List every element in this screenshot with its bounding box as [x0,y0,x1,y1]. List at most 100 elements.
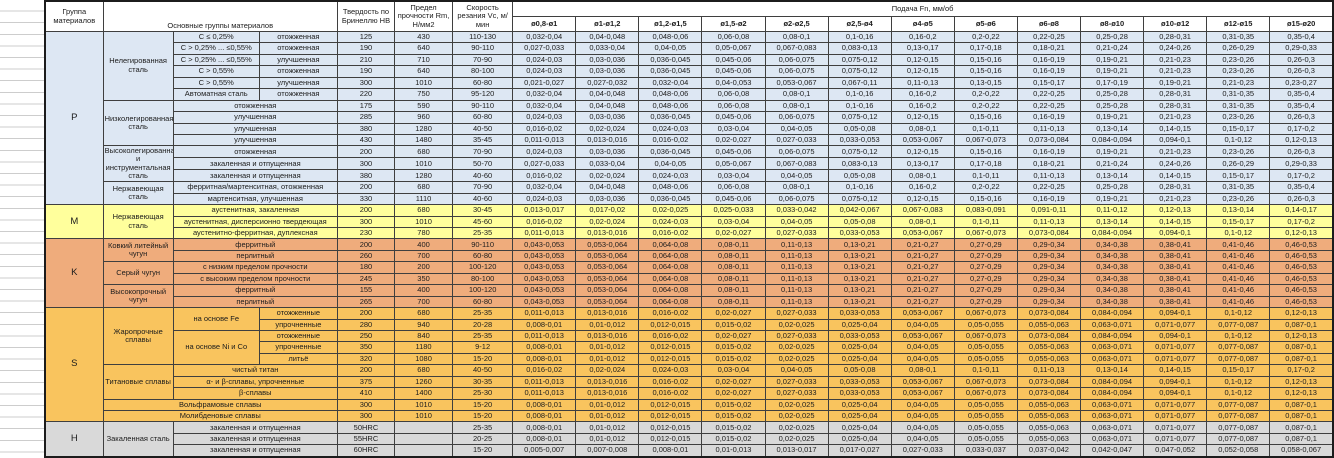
feed-cell[interactable]: 0,23-0,27 [1269,76,1334,90]
strength-cell[interactable] [393,421,454,434]
feed-cell[interactable]: 0,01-0,012 [575,398,640,412]
strength-cell[interactable]: 680 [393,364,454,377]
feed-cell[interactable]: 0,11-0,13 [764,272,829,286]
group-letter-cell[interactable]: K [44,238,104,309]
speed-cell[interactable]: 9-12 [452,341,514,354]
feed-cell[interactable]: 0,12-0,13 [1269,329,1334,343]
material-cell[interactable]: закаленная и отпущенная [172,157,338,171]
feed-cell[interactable]: 0,11-0,13 [1016,122,1082,135]
feed-cell[interactable]: 0,19-0,21 [1079,111,1145,124]
speed-cell[interactable]: 80-100 [452,65,514,78]
feed-cell[interactable]: 0,033-0,037 [953,444,1018,458]
feed-cell[interactable]: 0,032-0,04 [512,181,577,194]
strength-cell[interactable]: 590 [393,99,454,113]
material-cell[interactable]: упрочненные [258,341,338,354]
feed-cell[interactable]: 0,1-0,12 [1206,387,1271,400]
feed-cell[interactable]: 0,017-0,02 [575,204,640,217]
feed-cell[interactable]: 0,05-0,08 [827,122,892,135]
feed-cell[interactable]: 0,08-0,1 [890,215,955,229]
feed-cell[interactable]: 0,02-0,027 [701,387,766,400]
feed-cell[interactable]: 0,024-0,03 [512,145,577,159]
feed-cell[interactable]: 0,46-0,53 [1269,295,1334,309]
feed-cell[interactable]: 0,05-0,08 [827,169,892,183]
feed-cell[interactable]: 0,075-0,12 [827,111,892,124]
feed-cell[interactable]: 0,38-0,41 [1143,261,1208,274]
feed-cell[interactable]: 0,067-0,083 [764,157,829,171]
feed-cell[interactable]: 0,06-0,075 [764,65,829,78]
feed-cell[interactable]: 0,23-0,26 [1206,53,1271,67]
feed-cell[interactable]: 0,033-0,053 [827,227,892,240]
feed-cell[interactable]: 0,077-0,087 [1206,398,1271,412]
feed-cell[interactable]: 0,01-0,012 [575,341,640,354]
feed-cell[interactable]: 0,04-0,05 [890,421,955,434]
material-cell[interactable]: на основе Fe [172,307,260,331]
feed-cell[interactable]: 0,055-0,063 [1016,352,1082,366]
material-cell[interactable]: Нержавеющая сталь [102,204,174,240]
feed-cell[interactable]: 0,011-0,013 [512,133,577,147]
material-cell[interactable]: отожженная [172,99,338,113]
feed-cell[interactable]: 0,008-0,01 [512,398,577,412]
material-cell[interactable]: улучшенная [258,76,338,90]
feed-cell[interactable]: 0,073-0,084 [1016,133,1082,147]
feed-cell[interactable]: 0,21-0,23 [1143,145,1208,159]
feed-cell[interactable]: 0,043-0,053 [512,261,577,274]
feed-cell[interactable]: 0,01-0,012 [575,352,640,366]
feed-cell[interactable]: 0,094-0,1 [1143,307,1208,320]
feed-cell[interactable]: 0,053-0,067 [764,76,829,90]
feed-cell[interactable]: 0,21-0,23 [1206,76,1271,90]
feed-cell[interactable]: 0,012-0,015 [638,421,703,434]
feed-cell[interactable]: 0,08-0,1 [764,30,829,44]
feed-cell[interactable]: 0,21-0,24 [1079,157,1145,171]
strength-cell[interactable]: 750 [393,88,454,101]
feed-column-header[interactable]: ø15-ø20 [1269,16,1334,32]
feed-cell[interactable]: 0,06-0,075 [764,53,829,67]
strength-cell[interactable]: 780 [393,227,454,240]
feed-cell[interactable]: 0,21-0,27 [890,295,955,309]
feed-cell[interactable]: 0,064-0,08 [638,272,703,286]
material-cell[interactable]: улучшенная [258,53,338,67]
material-cell[interactable]: литьё [258,352,338,366]
feed-cell[interactable]: 0,29-0,34 [1016,249,1082,263]
feed-cell[interactable]: 0,08-0,11 [701,261,766,274]
feed-cell[interactable]: 0,27-0,29 [953,295,1018,309]
feed-cell[interactable]: 0,41-0,46 [1206,249,1271,263]
strength-cell[interactable]: 1280 [393,169,454,183]
feed-cell[interactable]: 0,46-0,53 [1269,272,1334,286]
feed-column-header[interactable]: ø12-ø15 [1206,16,1271,32]
material-cell[interactable]: β-сплавы [172,387,338,400]
feed-cell[interactable]: 0,31-0,35 [1206,88,1271,101]
feed-cell[interactable]: 0,053-0,064 [575,295,640,309]
feed-cell[interactable]: 0,27-0,29 [953,238,1018,251]
strength-cell[interactable]: 640 [393,65,454,78]
header-main-material-groups[interactable]: Основные группы материалов [102,0,338,32]
feed-cell[interactable]: 0,013-0,016 [575,227,640,240]
hardness-cell[interactable]: 300 [336,410,396,423]
feed-cell[interactable]: 0,075-0,12 [827,145,892,159]
strength-cell[interactable]: 350 [393,272,454,286]
material-cell[interactable]: отожженная [258,42,338,55]
feed-cell[interactable]: 0,071-0,077 [1143,410,1208,423]
feed-cell[interactable]: 0,007-0,008 [575,444,640,458]
feed-cell[interactable]: 0,012-0,015 [638,341,703,354]
material-cell[interactable]: Вольфрамовые сплавы [102,398,338,412]
feed-cell[interactable]: 0,22-0,25 [1016,88,1082,101]
feed-column-header[interactable]: ø0,8-ø1 [512,16,577,32]
feed-cell[interactable]: 0,008-0,01 [512,410,577,423]
feed-cell[interactable]: 0,2-0,22 [953,99,1018,113]
strength-cell[interactable]: 1010 [393,215,454,229]
feed-cell[interactable]: 0,087-0,1 [1269,318,1334,332]
feed-cell[interactable]: 0,02-0,025 [764,410,829,423]
material-cell[interactable]: α- и β-сплавы, упрочненные [172,375,338,389]
feed-cell[interactable]: 0,01-0,012 [575,318,640,332]
feed-cell[interactable]: 0,033-0,053 [827,329,892,343]
feed-cell[interactable]: 0,045-0,06 [701,53,766,67]
feed-cell[interactable]: 0,1-0,12 [1206,329,1271,343]
feed-cell[interactable]: 0,13-0,21 [827,261,892,274]
material-cell[interactable]: перлитный [172,249,338,263]
feed-cell[interactable]: 0,067-0,073 [953,375,1018,389]
feed-cell[interactable]: 0,29-0,33 [1269,42,1334,55]
feed-cell[interactable]: 0,02-0,027 [701,227,766,240]
feed-cell[interactable]: 0,21-0,27 [890,238,955,251]
feed-cell[interactable]: 0,087-0,1 [1269,421,1334,434]
feed-cell[interactable]: 0,41-0,46 [1206,261,1271,274]
